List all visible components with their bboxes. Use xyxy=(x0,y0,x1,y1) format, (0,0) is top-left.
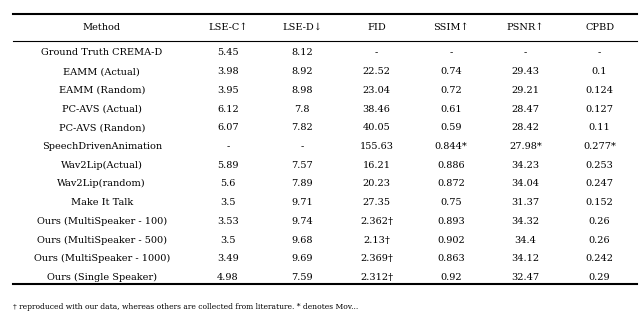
Text: LSE-C↑: LSE-C↑ xyxy=(208,23,248,32)
Text: 2.369†: 2.369† xyxy=(360,254,393,263)
Text: 3.5: 3.5 xyxy=(220,236,236,245)
Text: 0.74: 0.74 xyxy=(440,67,462,76)
Text: Ours (MultiSpeaker - 1000): Ours (MultiSpeaker - 1000) xyxy=(33,254,170,263)
Text: 7.89: 7.89 xyxy=(291,179,313,188)
Text: 0.863: 0.863 xyxy=(437,254,465,263)
Text: 7.57: 7.57 xyxy=(291,161,313,170)
Text: FID: FID xyxy=(367,23,386,32)
Text: 9.74: 9.74 xyxy=(291,217,313,226)
Text: 0.29: 0.29 xyxy=(589,273,611,282)
Text: 0.872: 0.872 xyxy=(437,179,465,188)
Text: 0.277*: 0.277* xyxy=(583,142,616,151)
Text: 27.35: 27.35 xyxy=(362,198,390,207)
Text: 9.68: 9.68 xyxy=(291,236,313,245)
Text: 28.47: 28.47 xyxy=(511,105,540,114)
Text: 8.98: 8.98 xyxy=(291,86,313,95)
Text: 0.26: 0.26 xyxy=(589,217,611,226)
Text: Method: Method xyxy=(83,23,121,32)
Text: 3.98: 3.98 xyxy=(217,67,239,76)
Text: PSNR↑: PSNR↑ xyxy=(507,23,544,32)
Text: 34.23: 34.23 xyxy=(511,161,540,170)
Text: Ours (MultiSpeaker - 100): Ours (MultiSpeaker - 100) xyxy=(36,217,167,226)
Text: 5.45: 5.45 xyxy=(217,48,239,57)
Text: -: - xyxy=(598,48,601,57)
Text: 5.89: 5.89 xyxy=(217,161,239,170)
Text: 3.53: 3.53 xyxy=(217,217,239,226)
Text: 29.43: 29.43 xyxy=(511,67,540,76)
Text: 40.05: 40.05 xyxy=(363,123,390,132)
Text: 0.127: 0.127 xyxy=(586,105,614,114)
Text: Wav2Lip(Actual): Wav2Lip(Actual) xyxy=(61,160,143,170)
Text: 16.21: 16.21 xyxy=(362,161,390,170)
Text: 0.72: 0.72 xyxy=(440,86,462,95)
Text: 0.1: 0.1 xyxy=(592,67,607,76)
Text: Make It Talk: Make It Talk xyxy=(70,198,133,207)
Text: 28.42: 28.42 xyxy=(511,123,540,132)
Text: † reproduced with our data, whereas others are collected from literature. * deno: † reproduced with our data, whereas othe… xyxy=(13,303,358,310)
Text: Ours (MultiSpeaker - 500): Ours (MultiSpeaker - 500) xyxy=(36,236,166,245)
Text: 7.59: 7.59 xyxy=(291,273,313,282)
Text: EAMM (Random): EAMM (Random) xyxy=(58,86,145,95)
Text: 4.98: 4.98 xyxy=(217,273,239,282)
Text: SpeechDrivenAnimation: SpeechDrivenAnimation xyxy=(42,142,162,151)
Text: 8.92: 8.92 xyxy=(291,67,313,76)
Text: 22.52: 22.52 xyxy=(362,67,390,76)
Text: -: - xyxy=(375,48,378,57)
Text: 29.21: 29.21 xyxy=(511,86,540,95)
Text: 0.247: 0.247 xyxy=(586,179,614,188)
Text: 0.92: 0.92 xyxy=(440,273,461,282)
Text: 9.69: 9.69 xyxy=(291,254,313,263)
Text: 155.63: 155.63 xyxy=(360,142,394,151)
Text: -: - xyxy=(301,142,304,151)
Text: 2.362†: 2.362† xyxy=(360,217,393,226)
Text: -: - xyxy=(226,142,230,151)
Text: -: - xyxy=(449,48,452,57)
Text: Ground Truth CREMA-D: Ground Truth CREMA-D xyxy=(41,48,163,57)
Text: 0.152: 0.152 xyxy=(586,198,614,207)
Text: SSIM↑: SSIM↑ xyxy=(433,23,468,32)
Text: 34.4: 34.4 xyxy=(515,236,536,245)
Text: 9.71: 9.71 xyxy=(291,198,313,207)
Text: CPBD: CPBD xyxy=(585,23,614,32)
Text: PC-AVS (Randon): PC-AVS (Randon) xyxy=(58,123,145,132)
Text: 5.6: 5.6 xyxy=(220,179,236,188)
Text: 0.26: 0.26 xyxy=(589,236,611,245)
Text: 0.124: 0.124 xyxy=(586,86,614,95)
Text: 20.23: 20.23 xyxy=(362,179,390,188)
Text: 7.82: 7.82 xyxy=(291,123,313,132)
Text: 0.253: 0.253 xyxy=(586,161,614,170)
Text: 34.12: 34.12 xyxy=(511,254,540,263)
Text: Ours (Single Speaker): Ours (Single Speaker) xyxy=(47,273,157,282)
Text: 38.46: 38.46 xyxy=(363,105,390,114)
Text: -: - xyxy=(524,48,527,57)
Text: 23.04: 23.04 xyxy=(362,86,390,95)
Text: 3.5: 3.5 xyxy=(220,198,236,207)
Text: 0.844*: 0.844* xyxy=(435,142,467,151)
Text: 34.32: 34.32 xyxy=(511,217,540,226)
Text: 2.312†: 2.312† xyxy=(360,273,393,282)
Text: PC-AVS (Actual): PC-AVS (Actual) xyxy=(62,105,141,114)
Text: 32.47: 32.47 xyxy=(511,273,540,282)
Text: 0.59: 0.59 xyxy=(440,123,461,132)
Text: 31.37: 31.37 xyxy=(511,198,540,207)
Text: Wav2Lip(random): Wav2Lip(random) xyxy=(58,179,146,188)
Text: EAMM (Actual): EAMM (Actual) xyxy=(63,67,140,76)
Text: 0.886: 0.886 xyxy=(437,161,465,170)
Text: 3.95: 3.95 xyxy=(217,86,239,95)
Text: 34.04: 34.04 xyxy=(511,179,540,188)
Text: 2.13†: 2.13† xyxy=(363,236,390,245)
Text: 0.902: 0.902 xyxy=(437,236,465,245)
Text: 0.61: 0.61 xyxy=(440,105,461,114)
Text: 6.07: 6.07 xyxy=(217,123,239,132)
Text: 7.8: 7.8 xyxy=(294,105,310,114)
Text: 0.893: 0.893 xyxy=(437,217,465,226)
Text: 27.98*: 27.98* xyxy=(509,142,541,151)
Text: 0.242: 0.242 xyxy=(586,254,614,263)
Text: 0.11: 0.11 xyxy=(589,123,611,132)
Text: 8.12: 8.12 xyxy=(291,48,313,57)
Text: 3.49: 3.49 xyxy=(217,254,239,263)
Text: 6.12: 6.12 xyxy=(217,105,239,114)
Text: LSE-D↓: LSE-D↓ xyxy=(282,23,322,32)
Text: 0.75: 0.75 xyxy=(440,198,461,207)
